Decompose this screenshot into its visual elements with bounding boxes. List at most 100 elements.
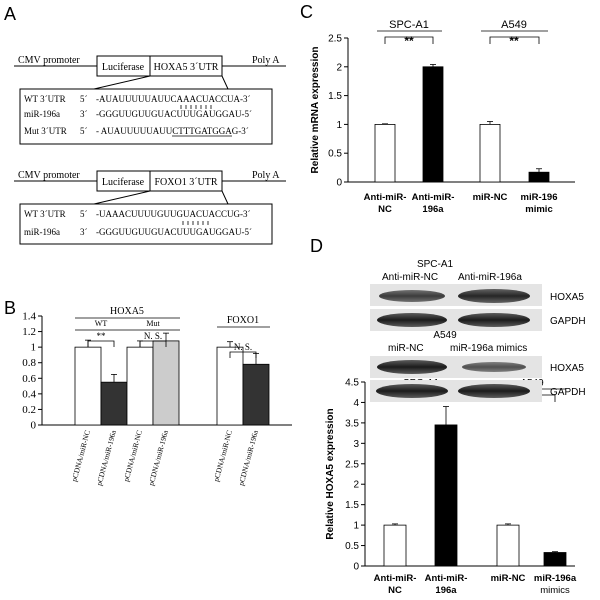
blot-lane-label: miR-NC bbox=[388, 343, 424, 354]
sequence-rows-hoxa5: WT 3´UTR 5´ -AUAUUUUUAUUCAAACUACCUA-3´ m… bbox=[24, 94, 252, 136]
y-tick-label: 0 bbox=[353, 562, 359, 573]
blot-lane-label: Anti-miR-196a bbox=[458, 272, 522, 283]
panel-label-c: C bbox=[300, 2, 313, 22]
blot-band bbox=[458, 313, 530, 327]
x-tick-label: mimic bbox=[525, 204, 552, 215]
y-tick-label: 4.5 bbox=[345, 378, 359, 389]
x-tick-sublabel: mimics bbox=[540, 585, 570, 596]
x-tick-label: pCDNA/miR-NC bbox=[70, 429, 92, 482]
seq-row-seq: -GGGUUGUUGUACUUUGAUGGAU-5´ bbox=[96, 227, 252, 237]
x-tick-label: NC bbox=[388, 585, 402, 596]
y-tick-label: 0 bbox=[31, 420, 37, 432]
sequence-rows-foxo1: WT 3´UTR 5´ -UAAACUUUUGUUGUACUACCUG-3´ m… bbox=[24, 209, 252, 237]
base-pair-ticks-foxo1 bbox=[182, 221, 209, 225]
y-tick-label: 2.5 bbox=[345, 459, 359, 470]
seq-row-label: miR-196a bbox=[24, 109, 60, 119]
chart-d: 0 0.5 1 1.5 2 2.5 3 3.5 4 4.5 Relative HOXA5 expre… bbox=[325, 378, 577, 597]
seq-row-label: Mut 3´UTR bbox=[24, 126, 67, 136]
significance-bracket bbox=[229, 351, 257, 358]
y-tick-label: 1.2 bbox=[22, 326, 36, 338]
significance-bracket bbox=[87, 340, 115, 347]
blot-band-label: HOXA5 bbox=[550, 363, 584, 374]
x-tick-label: miR-NC bbox=[473, 192, 508, 203]
y-tick-label: 1 bbox=[353, 521, 359, 532]
blot-band bbox=[462, 362, 526, 372]
y-tick-label: 1.5 bbox=[345, 500, 359, 511]
significance-label: ** bbox=[404, 34, 414, 48]
luciferase-label: Luciferase bbox=[102, 62, 145, 73]
bar bbox=[383, 524, 407, 567]
seq-row-seq: -UAAACUUUUGUUGUACUACCUG-3´ bbox=[96, 209, 251, 219]
blot-band bbox=[458, 384, 530, 398]
construct-foxo1: CMV promoter Luciferase FOXO1 3´UTR Poly… bbox=[14, 170, 286, 205]
construct-hoxa5: CMV promoter Luciferase HOXA5 3´UTR Poly… bbox=[14, 55, 286, 90]
bar bbox=[422, 66, 444, 183]
base-pair-ticks-hoxa5 bbox=[180, 105, 212, 109]
x-tick-label: Anti-miR- bbox=[374, 573, 417, 584]
y-tick-label: 0.4 bbox=[22, 388, 36, 400]
blot-band-label: HOXA5 bbox=[550, 292, 584, 303]
polya-label: Poly A bbox=[252, 170, 280, 181]
significance-label: N. S. bbox=[234, 342, 252, 352]
cmv-promoter-label: CMV promoter bbox=[18, 55, 80, 66]
x-tick-label: miR-NC bbox=[491, 573, 526, 584]
y-tick-label: 0.5 bbox=[328, 149, 342, 160]
subgroup-label: WT bbox=[95, 319, 108, 328]
panel-label-d: D bbox=[310, 236, 323, 256]
x-tick-label: Anti-miR- bbox=[364, 192, 407, 203]
polya-label: Poly A bbox=[252, 55, 280, 66]
x-tick-label: pCDNA/miR-NC bbox=[212, 429, 234, 482]
y-tick-label: 1.5 bbox=[328, 91, 342, 102]
blot-band-label: GAPDH bbox=[550, 387, 586, 398]
y-tick-label: 1 bbox=[336, 120, 342, 131]
chart-c: 0 0.5 1 1.5 2 2.5 Relative mRNA expression Anti… bbox=[310, 19, 575, 215]
bar bbox=[543, 552, 567, 567]
utr-label: HOXA5 3´UTR bbox=[154, 62, 219, 73]
sequence-box-hoxa5 bbox=[19, 88, 273, 145]
significance-bracket bbox=[139, 340, 167, 347]
y-tick-label: 1 bbox=[31, 342, 37, 354]
blot-band bbox=[377, 313, 447, 327]
blot-band bbox=[458, 289, 530, 303]
seq-row-label: miR-196a bbox=[24, 227, 60, 237]
x-tick-label: miR-196 bbox=[521, 192, 558, 203]
group-label: HOXA5 bbox=[110, 306, 144, 317]
x-tick-label: pCDNA/miR-196a bbox=[236, 429, 260, 487]
utr-label: FOXO1 3´UTR bbox=[154, 177, 217, 188]
y-tick-label: 0.5 bbox=[345, 541, 359, 552]
bar bbox=[100, 381, 128, 426]
bar bbox=[216, 346, 244, 426]
bar bbox=[152, 340, 180, 426]
group-label: A549 bbox=[501, 19, 527, 31]
blot-band bbox=[376, 384, 448, 398]
y-tick-label: 0.8 bbox=[22, 357, 36, 369]
bar bbox=[126, 346, 154, 426]
blot-lane-label: miR-196a mimics bbox=[450, 343, 527, 354]
y-tick-label: 1.4 bbox=[22, 311, 36, 323]
bar bbox=[434, 424, 458, 567]
x-tick-label: pCDNA/miR-NC bbox=[122, 429, 144, 482]
blot-title-spca1: SPC-A1 bbox=[417, 259, 454, 270]
seq-row-dir: 5´ bbox=[80, 94, 88, 104]
significance-bracket bbox=[384, 36, 434, 44]
luciferase-label: Luciferase bbox=[102, 177, 145, 188]
bar bbox=[74, 346, 102, 426]
seq-row-label: WT 3´UTR bbox=[24, 94, 66, 104]
cmv-promoter-label: CMV promoter bbox=[18, 170, 80, 181]
significance-label: N. S. bbox=[144, 331, 162, 341]
blot-title-a549: A549 bbox=[433, 330, 457, 341]
bar bbox=[496, 524, 520, 567]
x-tick-label: pCDNA/miR-196a bbox=[94, 429, 118, 487]
y-tick-label: 3.5 bbox=[345, 418, 359, 429]
bar bbox=[479, 124, 501, 183]
x-tick-label: 196a bbox=[435, 585, 457, 596]
blot-band bbox=[377, 360, 447, 374]
y-tick-label: 0.2 bbox=[22, 404, 36, 416]
panel-label-b: B bbox=[4, 298, 16, 318]
y-tick-label: 3 bbox=[353, 439, 359, 450]
y-axis-label: Relative mRNA expression bbox=[310, 47, 321, 174]
y-tick-label: 0 bbox=[336, 178, 342, 189]
bar bbox=[374, 124, 396, 183]
